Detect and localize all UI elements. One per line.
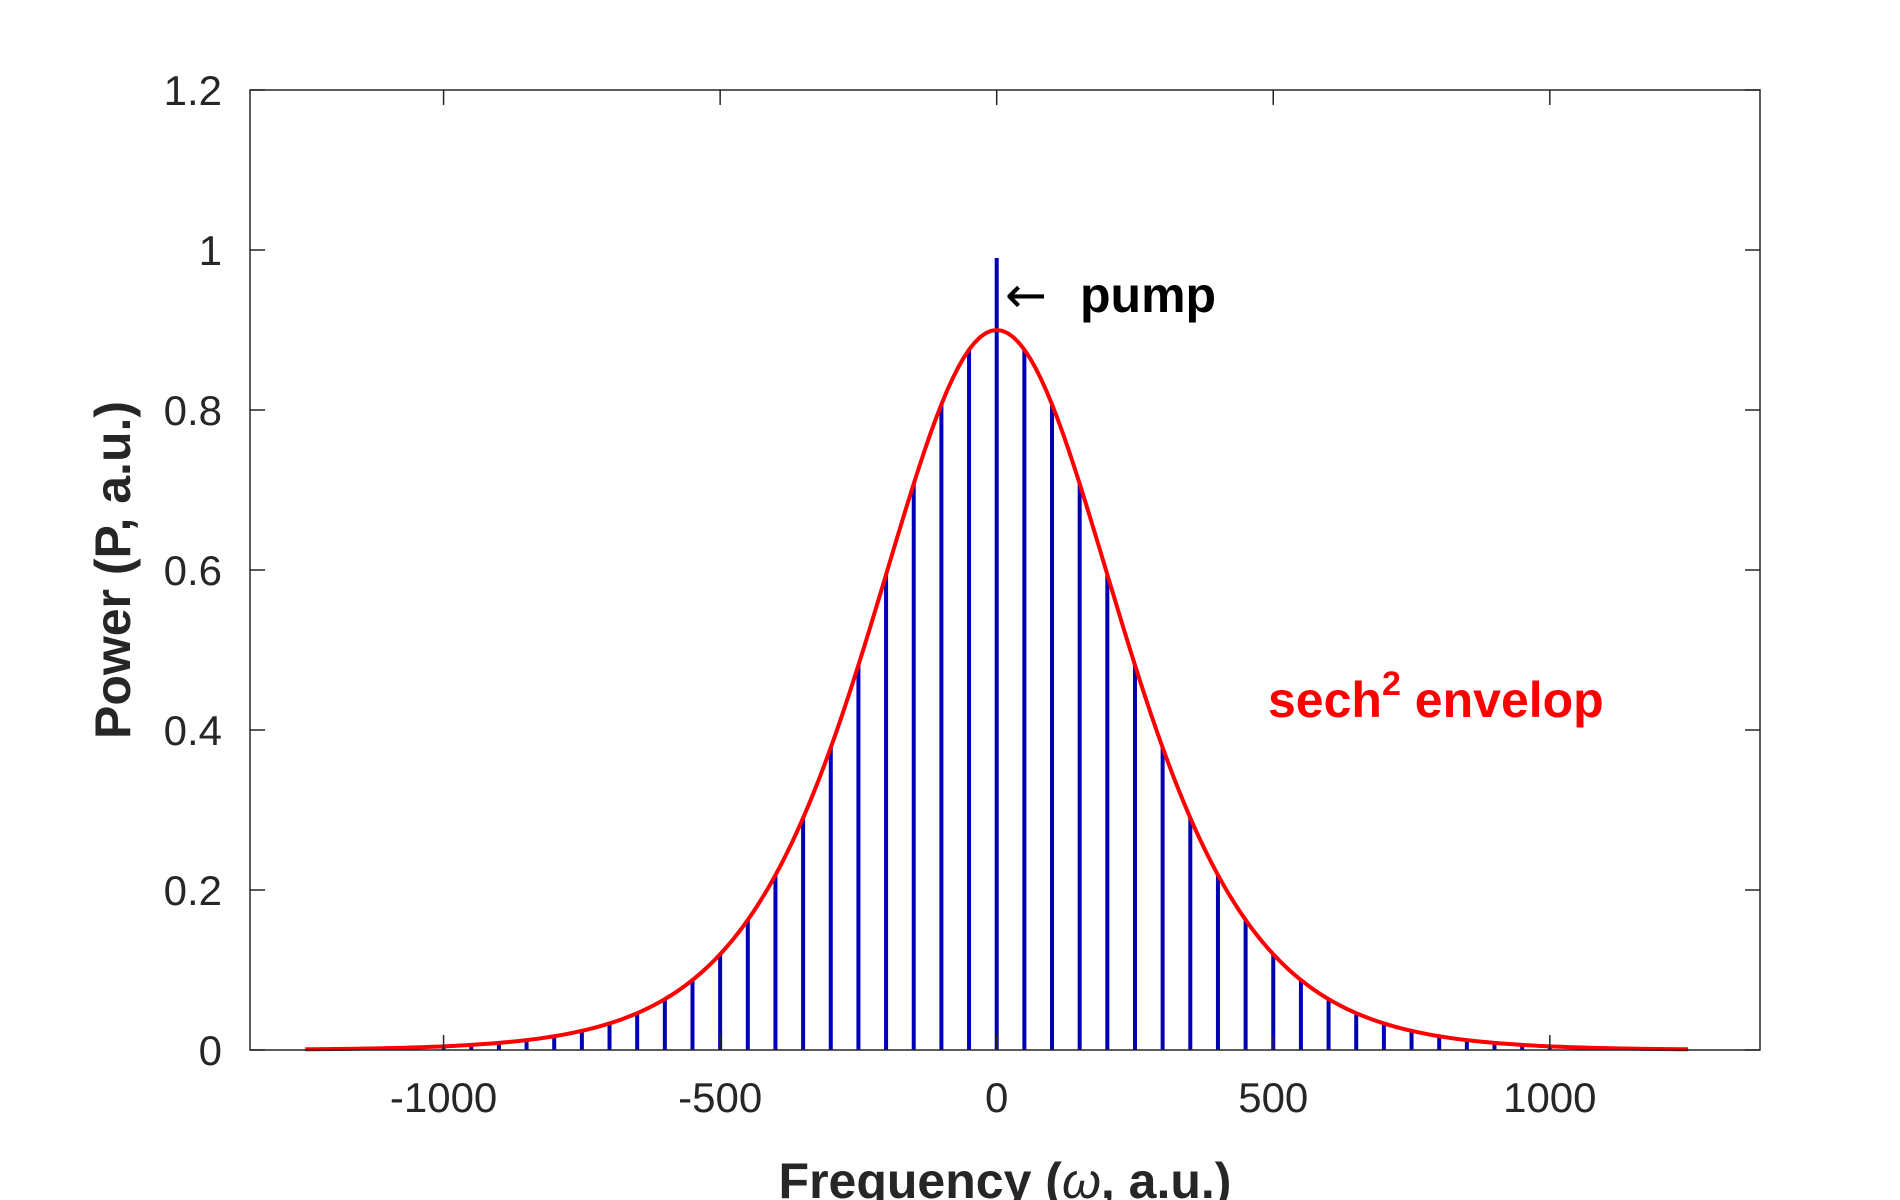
x-axis-title-prefix: Frequency ( (779, 1153, 1063, 1200)
y-axis-title: Power (P, a.u.) (85, 401, 141, 739)
pump-label: pump (1080, 267, 1216, 323)
x-axis-title: Frequency (ω, a.u.) (779, 1153, 1232, 1200)
envelope-label-superscript: 2 (1382, 665, 1401, 703)
pump-arrow-icon: ← (1005, 266, 1047, 324)
envelope-label-rest: envelop (1401, 672, 1604, 728)
envelope-label: sech2 envelop (1268, 665, 1604, 728)
x-tick-label: 1000 (1503, 1074, 1596, 1121)
x-tick-label: -1000 (390, 1074, 497, 1121)
omega-symbol: ω (1062, 1153, 1101, 1200)
y-tick-label: 0.8 (164, 387, 222, 434)
envelope-curve (305, 327, 1689, 1052)
x-tick-label: -500 (678, 1074, 762, 1121)
x-tick-label: 500 (1238, 1074, 1308, 1121)
stem-series (303, 258, 1691, 1050)
envelope-label-main: sech (1268, 672, 1382, 728)
y-tick-label: 1.2 (164, 67, 222, 114)
x-axis-title-suffix: , a.u.) (1101, 1153, 1232, 1200)
y-tick-label: 0 (199, 1027, 222, 1074)
plot-area (250, 90, 1760, 1050)
tick-labels: -1000 -500 0 500 1000 0 0.2 0.4 0.6 0.8 1 1.2 (164, 67, 1597, 1121)
y-tick-label: 0.2 (164, 867, 222, 914)
axis-ticks (250, 89, 1760, 1051)
y-tick-label: 0.4 (164, 707, 222, 754)
x-tick-label: 0 (985, 1074, 1008, 1121)
y-tick-label: 1 (199, 227, 222, 274)
y-tick-label: 0.6 (164, 547, 222, 594)
